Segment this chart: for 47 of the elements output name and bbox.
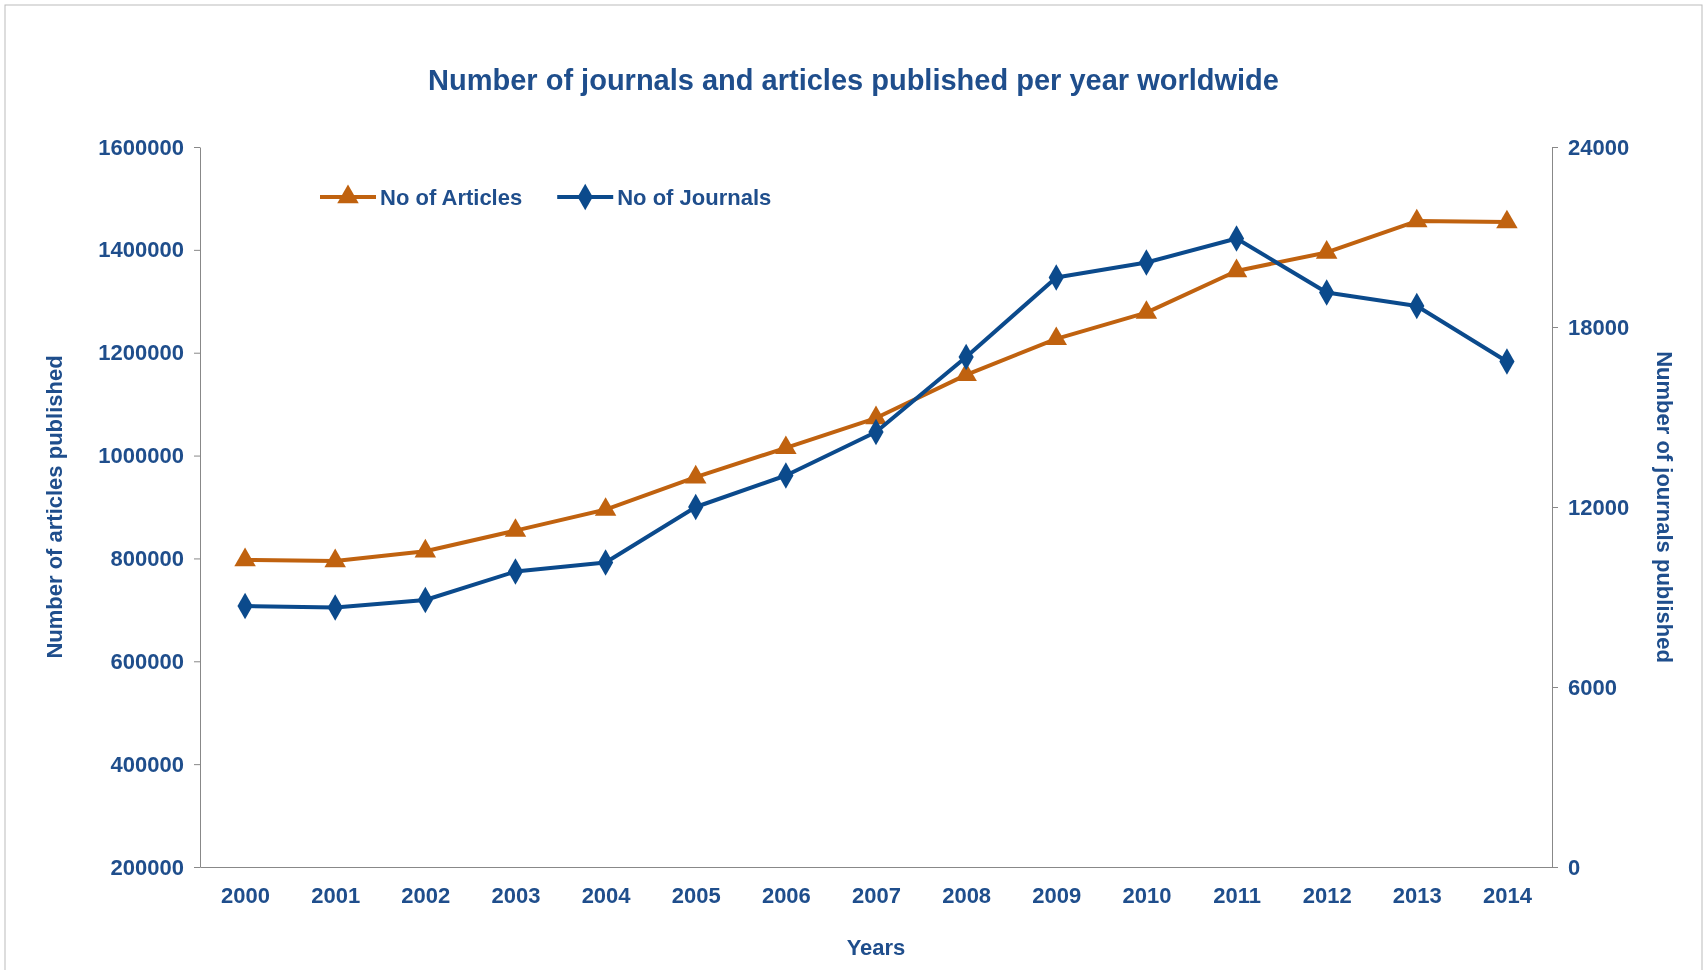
point: [1135, 300, 1158, 319]
x-tick-label: 2008: [942, 882, 992, 908]
y-tick-label: 1400000: [98, 237, 184, 263]
point: [1225, 258, 1248, 278]
point: [1406, 208, 1428, 228]
x-tick-label: 2007: [852, 882, 901, 908]
x-tick-label: 2005: [671, 882, 721, 908]
point: [1496, 209, 1518, 229]
chart-title: Number of journals and articles published per year worldwide: [428, 64, 1279, 96]
x-tick-label: 2013: [1392, 882, 1442, 908]
y2-axis-title: Number of journals published: [1652, 351, 1677, 663]
x-tick-label: 2006: [761, 882, 811, 908]
point: [775, 435, 797, 455]
y2-tick-label: 12000: [1568, 494, 1630, 520]
x-axis-title: Years: [846, 935, 906, 960]
y-tick-label: 1600000: [98, 134, 184, 160]
x-tick-label: 2004: [581, 882, 632, 908]
y-tick-label: 1200000: [98, 340, 184, 366]
x-tick-label: 2010: [1122, 882, 1172, 908]
x-tick-label: 2001: [311, 882, 361, 908]
x-tick-label: 2014: [1482, 882, 1533, 908]
y2-tick-label: 18000: [1568, 314, 1630, 340]
y-tick-label: 200000: [110, 854, 184, 880]
point: [234, 547, 256, 567]
point: [1315, 240, 1338, 259]
y-tick-label: 1000000: [98, 443, 184, 469]
y-tick-label: 800000: [110, 545, 184, 571]
point: [324, 548, 346, 568]
y-axis-title: Number of articles published: [42, 355, 67, 659]
x-tick-label: 2002: [401, 882, 451, 908]
legend-label: No of Articles: [380, 185, 523, 210]
point: [504, 518, 527, 537]
x-tick-label: 2011: [1213, 882, 1261, 908]
y2-tick-label: 24000: [1568, 134, 1630, 160]
point: [1045, 326, 1068, 346]
y2-tick-label: 0: [1568, 854, 1581, 880]
point: [594, 497, 617, 516]
legend-label: No of Journals: [617, 185, 772, 210]
x-tick-label: 2009: [1032, 882, 1082, 908]
x-tick-label: 2000: [221, 882, 271, 908]
point: [414, 538, 437, 558]
x-tick-label: 2012: [1302, 882, 1352, 908]
y2-tick-label: 6000: [1568, 674, 1617, 700]
x-tick-label: 2003: [491, 882, 541, 908]
y-tick-label: 600000: [110, 648, 184, 674]
point: [684, 464, 707, 484]
y-tick-label: 400000: [110, 751, 184, 777]
